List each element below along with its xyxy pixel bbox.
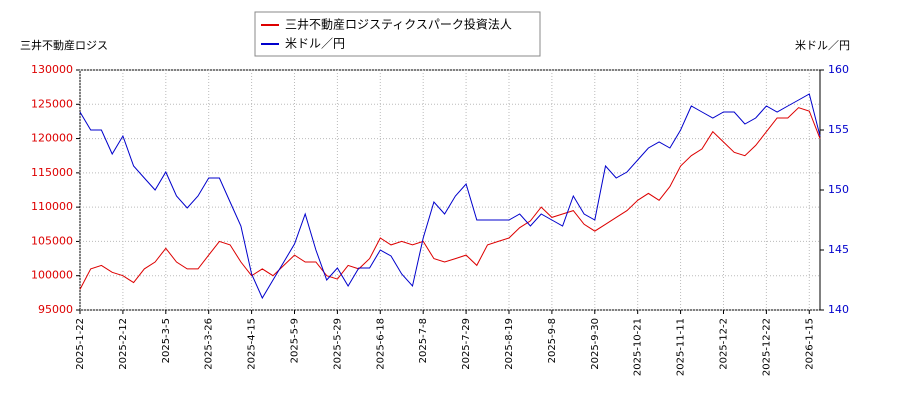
x-tick-label: 2025-4-15 [247, 318, 258, 370]
y2-tick-label: 150 [828, 183, 849, 196]
y2-tick-label: 160 [828, 63, 849, 76]
legend-label: 三井不動産ロジスティクスパーク投資法人 [285, 17, 512, 32]
x-tick-label: 2026-1-15 [804, 318, 815, 370]
x-tick-label: 2025-9-30 [590, 318, 601, 370]
y2-tick-label: 155 [828, 123, 849, 136]
x-tick-label: 2025-11-11 [676, 318, 687, 376]
y-tick-label: 130000 [31, 63, 73, 76]
x-tick-label: 2025-7-29 [461, 318, 472, 370]
right-axis-label: 米ドル／円 [795, 39, 850, 52]
y-tick-label: 105000 [31, 234, 73, 247]
x-tick-label: 2025-7-8 [418, 318, 429, 363]
x-tick-label: 2025-5-29 [332, 318, 343, 370]
y2-tick-label: 145 [828, 243, 849, 256]
x-tick-label: 2025-12-22 [761, 318, 772, 376]
x-tick-label: 2025-1-22 [75, 318, 86, 370]
y-tick-label: 125000 [31, 97, 73, 110]
y-tick-label: 100000 [31, 269, 73, 282]
y2-tick-label: 140 [828, 303, 849, 316]
x-tick-label: 2025-5-9 [289, 318, 300, 363]
y-tick-label: 115000 [31, 166, 73, 179]
x-tick-label: 2025-3-5 [161, 318, 172, 363]
plot-area [79, 69, 821, 311]
x-tick-label: 2025-9-8 [547, 318, 558, 363]
series-line [79, 93, 821, 300]
x-tick-label: 2025-8-19 [504, 318, 515, 370]
y-tick-label: 95000 [38, 303, 73, 316]
left-axis-label: 三井不動産ロジス [20, 38, 108, 52]
series-line [79, 107, 821, 290]
x-tick-label: 2025-2-12 [118, 318, 129, 370]
y-tick-label: 110000 [31, 200, 73, 213]
x-tick-label: 2025-6-18 [375, 318, 386, 370]
x-tick-label: 2025-12-2 [718, 318, 729, 370]
y-tick-label: 120000 [31, 132, 73, 145]
x-tick-label: 2025-10-21 [633, 318, 644, 376]
legend-label: 米ドル／円 [285, 37, 345, 51]
legend-box [254, 11, 541, 57]
x-tick-label: 2025-3-26 [204, 318, 215, 370]
